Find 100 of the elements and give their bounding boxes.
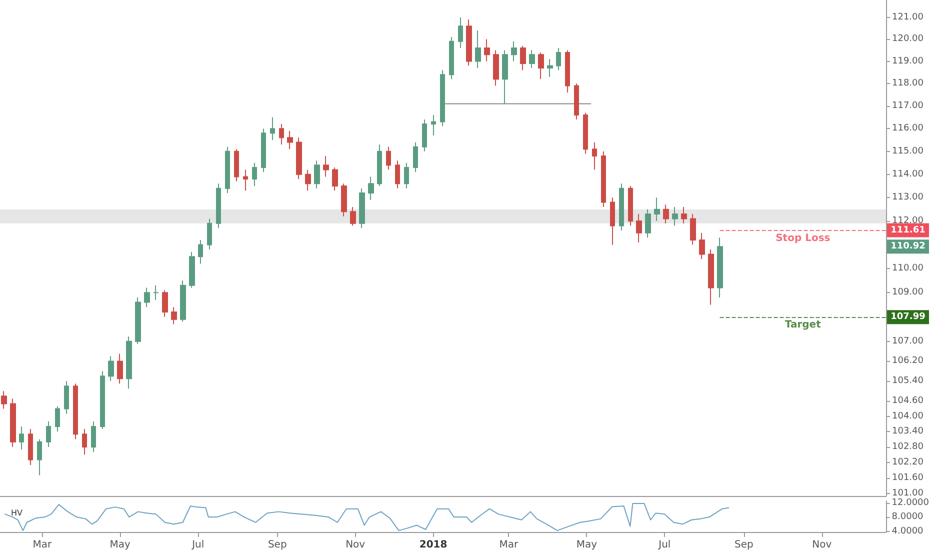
candlestick — [296, 137, 302, 180]
y-tick-label: 103.40 — [892, 426, 924, 437]
candlestick — [699, 232, 705, 260]
candlestick — [135, 296, 141, 344]
candlestick — [547, 58, 553, 78]
candlestick — [243, 169, 248, 192]
candlestick — [225, 146, 230, 194]
candlestick — [82, 428, 87, 456]
y-tick-label: 116.00 — [892, 124, 924, 134]
y-tick-label: 118.00 — [892, 78, 924, 89]
y-tick-label: 109.00 — [892, 288, 924, 298]
candlestick — [475, 30, 481, 68]
candlestick — [261, 128, 266, 173]
candlestick — [108, 356, 114, 382]
candlestick — [117, 353, 123, 384]
candlestick — [10, 398, 16, 448]
candlestick — [690, 214, 696, 246]
y-tick-label: 119.00 — [892, 56, 924, 66]
candlestick — [126, 336, 132, 390]
x-tick-label: Mar — [499, 540, 520, 550]
x-tick-label: Nov — [812, 540, 832, 550]
x-tick-label: Jul — [658, 540, 671, 550]
candlestick — [341, 183, 347, 217]
candlestick — [538, 52, 544, 80]
annotation: 110.92 — [890, 242, 926, 252]
y-tick-label: 113.00 — [892, 192, 924, 203]
y-tick-label: 121.00 — [892, 12, 924, 22]
candlestick — [619, 183, 624, 231]
y-tick-label: 12.0000 — [892, 498, 930, 508]
candlestick — [332, 166, 338, 192]
x-tick-label: Mar — [32, 540, 52, 550]
candlestick — [628, 186, 633, 226]
candlestick — [64, 380, 69, 414]
candlestick — [180, 280, 186, 322]
candlestick — [162, 290, 168, 318]
candlestick — [413, 142, 418, 173]
x-tick-label: May — [576, 540, 598, 550]
candlestick — [19, 426, 24, 450]
y-tick-label: 4.0000 — [892, 526, 924, 536]
candlestick — [610, 197, 615, 246]
candlestick — [565, 50, 570, 93]
candlestick — [198, 239, 203, 264]
candlestick — [493, 50, 499, 86]
candlestick — [583, 112, 588, 154]
y-tick-label: 107.00 — [892, 336, 924, 346]
candlestick — [100, 370, 105, 430]
y-tick-label: 104.60 — [892, 396, 924, 406]
candlestick — [37, 438, 42, 476]
candlestick — [350, 206, 356, 226]
line-series — [4, 502, 730, 532]
x-tick-label: Sep — [734, 540, 754, 550]
y-tick-label: 8.0000 — [892, 512, 924, 522]
ref-line-label: Target — [784, 320, 822, 331]
y-tick-label: 117.00 — [892, 100, 924, 111]
candlestick — [216, 183, 221, 229]
candlestick — [440, 70, 445, 127]
y-tick-label: 102.80 — [892, 442, 924, 452]
candlestick — [252, 162, 257, 186]
candlestick — [1, 390, 7, 410]
candlestick — [520, 45, 526, 71]
text: HV — [11, 508, 24, 518]
candlestick — [73, 383, 78, 440]
candlestick — [153, 284, 159, 300]
candlestick — [55, 406, 60, 432]
x-tick-label: Sep — [268, 540, 287, 550]
y-tick-label: 101.00 — [892, 488, 924, 498]
candlestick — [466, 19, 472, 66]
candlestick — [359, 188, 365, 229]
candlestick — [431, 114, 436, 136]
candlestick — [502, 50, 508, 104]
y-tick-label: 105.40 — [892, 376, 924, 386]
candlestick — [717, 237, 723, 298]
x-tick-label: 2018 — [419, 540, 448, 550]
candlestick — [592, 142, 597, 170]
annotation: 107.99 — [890, 312, 926, 322]
candlestick — [368, 176, 374, 200]
candlestick — [556, 48, 561, 71]
candlestick — [171, 306, 177, 325]
y-tick-label: 110.00 — [892, 264, 924, 274]
candlestick — [144, 287, 150, 308]
x-tick-label: Jul — [191, 540, 204, 550]
candlestick — [314, 160, 320, 189]
ref-line-label: Stop Loss — [776, 232, 830, 244]
x-tick-label: May — [110, 540, 131, 550]
candlestick — [663, 204, 669, 224]
candlestick — [189, 251, 195, 288]
candlestick — [422, 119, 427, 152]
candlestick — [377, 144, 382, 186]
candlestick — [529, 50, 535, 68]
candlestick — [46, 420, 51, 448]
candlestick — [91, 420, 96, 453]
candlestick — [672, 206, 678, 226]
candlestick — [484, 38, 490, 62]
candlestick — [601, 150, 606, 208]
y-tick-label: 106.20 — [892, 356, 924, 366]
candlestick — [574, 83, 579, 120]
candlestick — [681, 206, 687, 224]
candlestick — [270, 116, 275, 140]
candlestick — [305, 169, 311, 192]
candlestick — [404, 162, 409, 189]
